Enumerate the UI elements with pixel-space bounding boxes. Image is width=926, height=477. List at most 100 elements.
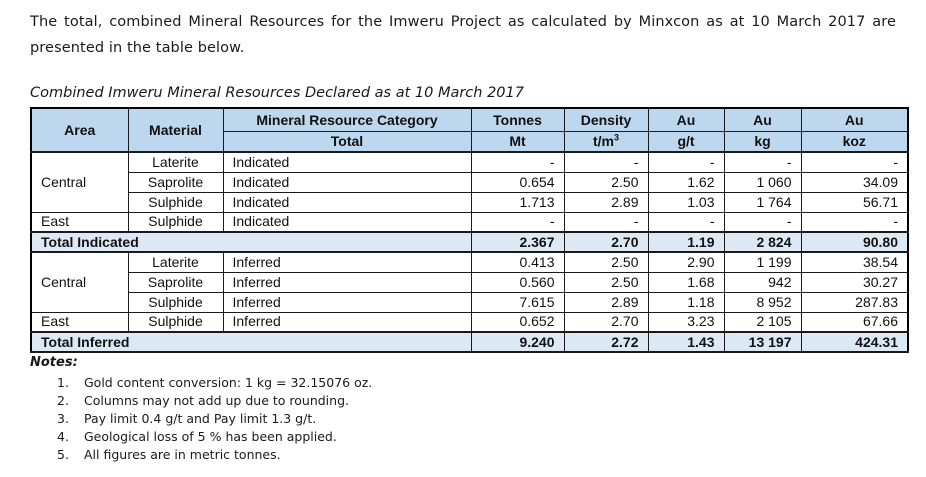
table-row: Central Laterite Indicated - - - - - [30, 151, 909, 213]
table-row: East Sulphide Inferred 0.652 2.70 3.23 2 105 67… [30, 311, 909, 333]
material-cell: Saprolite [127, 271, 224, 293]
category-cell: Indicated [222, 211, 472, 233]
table-row: East Sulphide Indicated - - - - - [30, 211, 909, 233]
notes-section: Notes: 1. Gold content conversion: 1 kg =… [30, 355, 898, 464]
value-cell: 3.23 [647, 311, 725, 333]
table-row: Saprolite Indicated 0.654 2.50 1.62 1 060 34.0… [31, 171, 909, 193]
material-cell: Sulphide [127, 191, 224, 213]
value-cell: 1.03 [647, 191, 725, 213]
notes-list: 1. Gold content conversion: 1 kg = 32.150… [30, 374, 898, 464]
col-header-tonnes: Tonnes [470, 107, 565, 132]
value-cell: - [563, 151, 649, 173]
value-cell: 38.54 [800, 251, 909, 273]
value-cell: 0.654 [470, 171, 565, 193]
category-cell: Indicated [222, 171, 472, 193]
value-cell: - [647, 151, 725, 173]
col-header-area: Area [30, 107, 129, 153]
table-row: Central Laterite Inferred 0.413 2.50 2.90 1 19… [30, 251, 909, 313]
value-cell: 2.50 [563, 251, 649, 273]
note-number: 5. [57, 447, 69, 462]
mineral-resources-table: Area Material Mineral Resource Category … [30, 107, 909, 353]
value-cell: 0.652 [470, 311, 565, 333]
note-text: Gold content conversion: 1 kg = 32.15076… [84, 375, 373, 390]
area-cell: Central [30, 151, 129, 213]
value-cell: 34.09 [800, 171, 909, 193]
material-cell: Laterite [127, 251, 224, 273]
document-page: The total, combined Mineral Resources fo… [30, 14, 909, 464]
material-cell: Laterite [127, 151, 224, 173]
col-header-au-gt: Au [647, 107, 725, 132]
category-cell: Inferred [222, 291, 472, 313]
value-cell: 1.62 [647, 171, 725, 193]
category-cell: Inferred [222, 311, 472, 333]
total-value-cell: 1.43 [647, 331, 725, 353]
table-row: Saprolite Inferred 0.560 2.50 1.68 942 30.27 [31, 271, 909, 293]
total-value-cell: 2.70 [563, 231, 649, 253]
total-value-cell: 9.240 [470, 331, 565, 353]
value-cell: 2.50 [563, 171, 649, 193]
col-header-material: Material [127, 107, 224, 153]
density-unit-superscript: 3 [613, 132, 619, 143]
note-item: 5. All figures are in metric tonnes. [30, 446, 898, 464]
material-cell: Sulphide [127, 211, 224, 233]
notes-label: Notes: [30, 355, 78, 370]
table-body: Central Laterite Indicated - - - - - Saprolite In… [30, 151, 909, 353]
total-value-cell: 2 824 [723, 231, 802, 253]
category-cell: Indicated [222, 151, 472, 173]
note-item: 2. Columns may not add up due to rounding… [30, 392, 898, 410]
note-number: 2. [57, 393, 69, 408]
subheader-kg: kg [723, 130, 802, 153]
intro-paragraph: The total, combined Mineral Resources fo… [30, 14, 896, 56]
value-cell: 2 105 [723, 311, 802, 333]
value-cell: - [723, 151, 802, 173]
value-cell: 1.68 [647, 271, 725, 293]
value-cell: - [470, 211, 565, 233]
total-value-cell: 2.72 [563, 331, 649, 353]
total-label-cell: Total Inferred [30, 331, 472, 353]
note-number: 4. [57, 429, 69, 444]
category-cell: Inferred [222, 251, 472, 273]
total-value-cell: 90.80 [800, 231, 909, 253]
category-cell: Indicated [222, 191, 472, 213]
material-cell: Saprolite [127, 171, 224, 193]
value-cell: 2.90 [647, 251, 725, 273]
total-value-cell: 1.19 [647, 231, 725, 253]
total-value-cell: 2.367 [470, 231, 565, 253]
value-cell: 1 199 [723, 251, 802, 273]
header-row-1: Area Material Mineral Resource Category … [30, 107, 909, 153]
note-number: 3. [57, 411, 69, 426]
value-cell: 287.83 [800, 291, 909, 313]
total-value-cell: 13 197 [723, 331, 802, 353]
value-cell: 2.50 [563, 271, 649, 293]
table-row: Sulphide Inferred 7.615 2.89 1.18 8 952 287.83 [31, 291, 909, 313]
total-row: Total Indicated 2.367 2.70 1.19 2 824 90.80 [30, 231, 909, 253]
value-cell: - [563, 211, 649, 233]
value-cell: 1 764 [723, 191, 802, 213]
subheader-gt: g/t [647, 130, 725, 153]
subheader-total: Total [222, 130, 472, 153]
value-cell: 2.89 [563, 191, 649, 213]
col-header-au-koz: Au [800, 107, 909, 132]
area-cell: Central [30, 251, 129, 313]
note-text: Geological loss of 5 % has been applied. [84, 429, 337, 444]
table-row: Sulphide Indicated 1.713 2.89 1.03 1 764 56.71 [31, 191, 909, 213]
value-cell: 2.89 [563, 291, 649, 313]
note-number: 1. [57, 375, 69, 390]
value-cell: 67.66 [800, 311, 909, 333]
value-cell: - [800, 151, 909, 173]
col-header-density: Density [563, 107, 649, 132]
value-cell: 0.413 [470, 251, 565, 273]
note-text: Columns may not add up due to rounding. [84, 393, 349, 408]
table-caption: Combined Imweru Mineral Resources Declar… [30, 85, 524, 101]
total-row: Total Inferred 9.240 2.72 1.43 13 197 424.31 [30, 331, 909, 353]
material-cell: Sulphide [127, 311, 224, 333]
note-item: 3. Pay limit 0.4 g/t and Pay limit 1.3 g/… [30, 410, 898, 428]
area-cell: East [30, 211, 129, 233]
value-cell: 1 060 [723, 171, 802, 193]
value-cell: 8 952 [723, 291, 802, 313]
value-cell: 1.18 [647, 291, 725, 313]
total-label-cell: Total Indicated [30, 231, 472, 253]
value-cell: 2.70 [563, 311, 649, 333]
value-cell: 56.71 [800, 191, 909, 213]
header-row-2: Total Mt t/m3 g/t kg koz [31, 130, 909, 153]
